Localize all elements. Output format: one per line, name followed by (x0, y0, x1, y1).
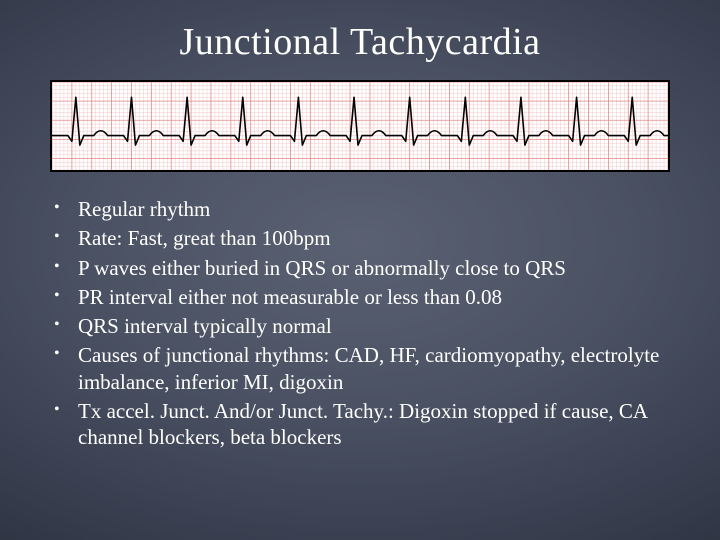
ecg-strip (50, 80, 670, 172)
bullet-item: P waves either buried in QRS or abnormal… (78, 255, 680, 281)
bullet-item: Tx accel. Junct. And/or Junct. Tachy.: D… (78, 398, 680, 451)
bullet-item: Rate: Fast, great than 100bpm (78, 225, 680, 251)
bullet-item: PR interval either not measurable or les… (78, 284, 680, 310)
bullet-item: Causes of junctional rhythms: CAD, HF, c… (78, 342, 680, 395)
bullet-item: QRS interval typically normal (78, 313, 680, 339)
slide-title: Junctional Tachycardia (40, 20, 680, 64)
bullet-list: Regular rhythm Rate: Fast, great than 100… (40, 196, 680, 450)
ecg-svg (52, 82, 668, 170)
slide: Junctional Tachycardia Regular rhythm Rat… (0, 0, 720, 540)
bullet-item: Regular rhythm (78, 196, 680, 222)
